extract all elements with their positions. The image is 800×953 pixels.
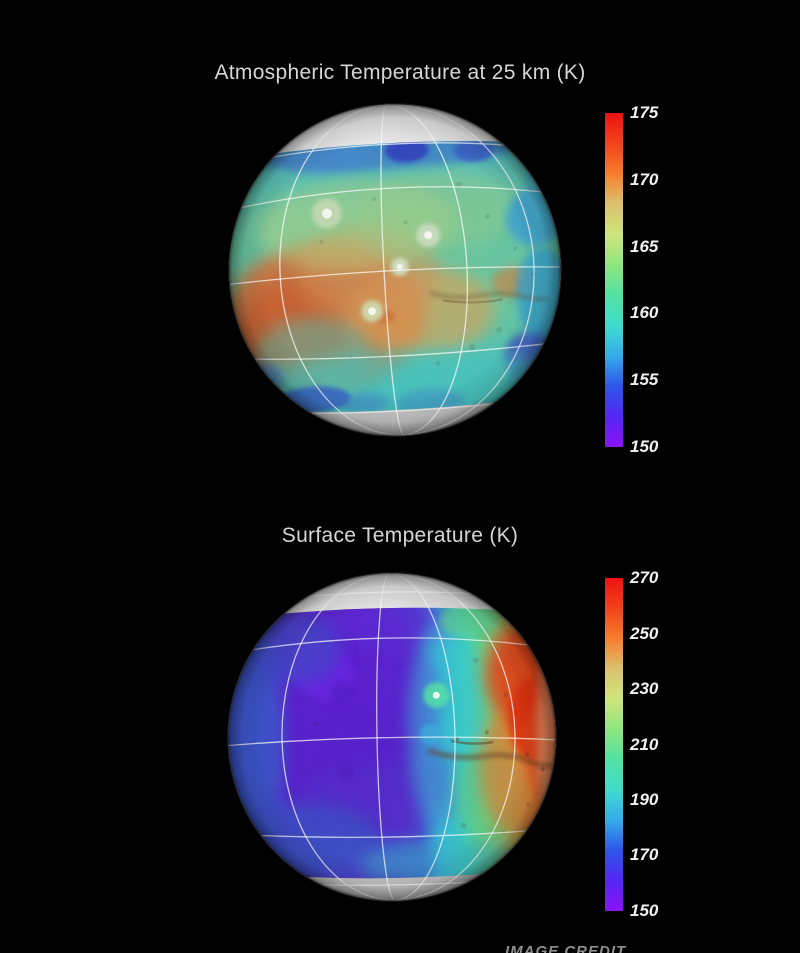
colorbar-tick: 170 xyxy=(630,845,659,865)
colorbar-surface: 270 250 230 210 190 170 150 xyxy=(605,568,675,920)
globe-halo xyxy=(227,572,557,902)
mars-globe-surface xyxy=(227,572,557,902)
colorbar-gradient-surface xyxy=(605,578,623,911)
limb-shading xyxy=(228,573,556,901)
colorbar-tick: 270 xyxy=(630,568,659,587)
colorbar-tick: 150 xyxy=(630,437,659,456)
limb-shading xyxy=(229,104,561,436)
colorbar-tick: 250 xyxy=(630,623,659,643)
panel-title-atmospheric: Atmospheric Temperature at 25 km (K) xyxy=(214,61,586,84)
colorbar-tick: 190 xyxy=(630,790,659,809)
colorbar-tick: 155 xyxy=(630,370,659,390)
credit-text-clipped: IMAGE CREDIT xyxy=(505,944,735,953)
colorbar-tick: 210 xyxy=(630,734,659,754)
colorbar-tick: 175 xyxy=(630,103,659,122)
colorbar-tick: 150 xyxy=(630,901,659,920)
colorbar-tick: 165 xyxy=(630,236,659,256)
colorbar-tick: 160 xyxy=(630,303,659,323)
panel-title-surface: Surface Temperature (K) xyxy=(281,524,519,547)
mars-globe-atmospheric xyxy=(228,103,562,437)
colorbar-tick: 170 xyxy=(630,169,659,189)
credit-text: IMAGE CREDIT xyxy=(505,944,627,953)
globe-halo xyxy=(228,103,562,437)
colorbar-tick: 230 xyxy=(630,678,659,698)
colorbar-gradient-atmospheric xyxy=(605,113,623,447)
colorbar-atmospheric: 175 170 165 160 155 150 xyxy=(605,103,675,456)
